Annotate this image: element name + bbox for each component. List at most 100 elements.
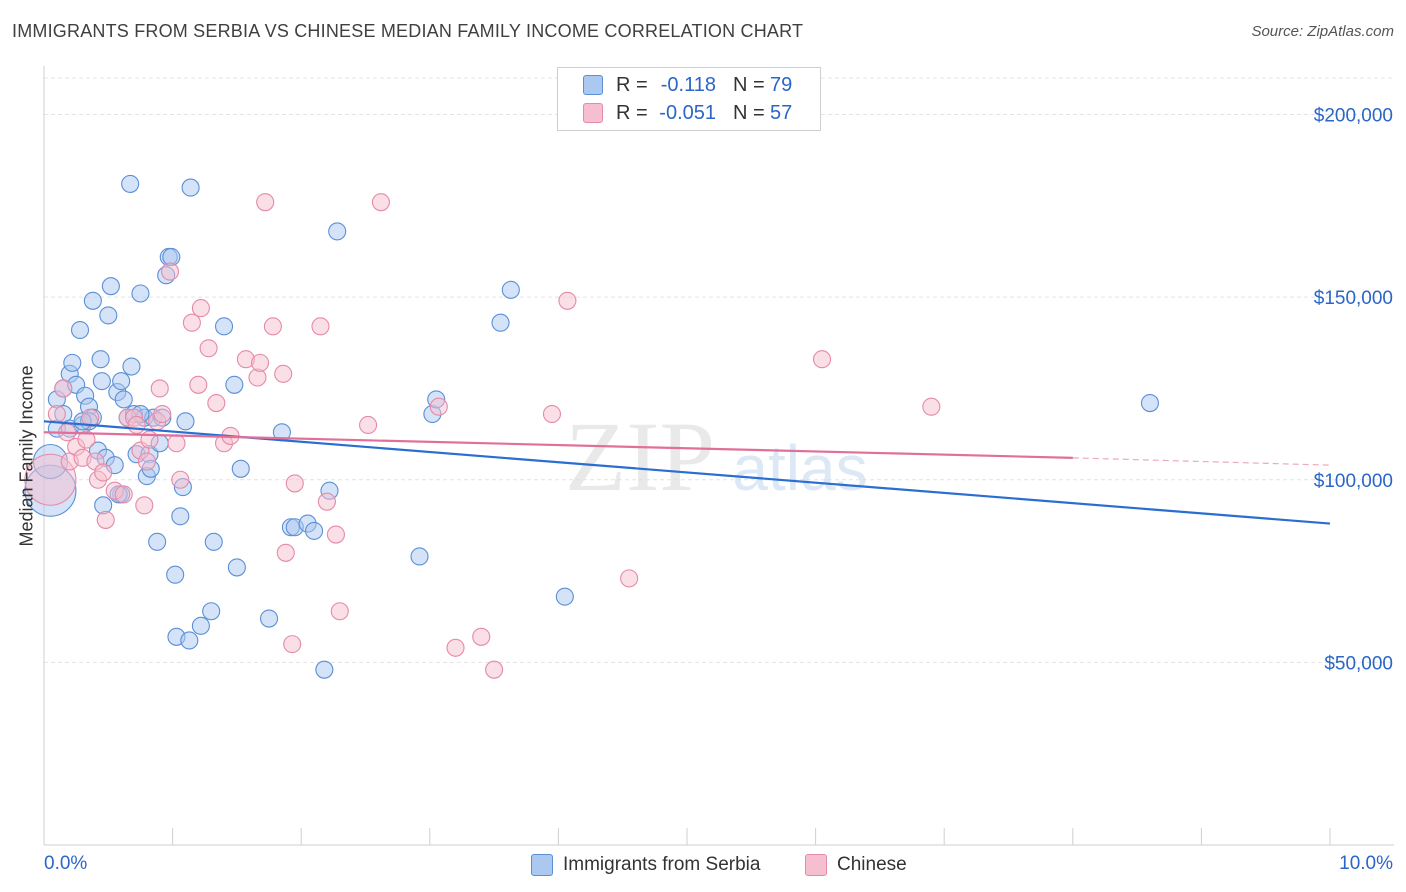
trend-lines [43,420,1331,525]
chinese-point [199,339,218,358]
serbia-point [202,602,221,621]
legend-n-value: 79 [770,73,793,96]
serbia-point [63,353,82,372]
chinese-point [207,394,226,413]
chart-title: IMMIGRANTS FROM SERBIA VS CHINESE MEDIAN… [12,21,804,41]
gridlines [44,77,1394,663]
chinese-point [326,525,345,544]
watermark: ZIP atlas [565,401,868,512]
chinese-point [182,313,201,332]
serbia-point [305,521,324,540]
legend-item-serbia[interactable]: Immigrants from Serbia [531,851,760,879]
watermark-zip: ZIP [565,401,715,512]
chinese-point [429,397,448,416]
serbia-point [166,565,185,584]
serbia-point [171,507,190,526]
chinese-point [472,627,491,646]
y-tick-labels: $50,000 $100,000 $150,000 $200,000 [1314,106,1393,675]
legend-swatch-chinese [583,103,603,123]
trend-line-chinese-extension [1072,457,1331,466]
legend-label-chinese: Chinese [837,854,907,875]
chinese-point [276,543,295,562]
chinese-point [558,291,577,310]
y-axis-label: Median Family Income [16,365,37,547]
chinese-point [485,660,504,679]
chinese-point [256,193,275,212]
serbia-point [180,631,199,650]
serbia-point [501,280,520,299]
serbia-point [148,532,167,551]
chinese-point [114,485,133,504]
serbia-point [191,616,210,635]
legend-swatch-chinese [805,854,827,876]
legend-r-label: R = [616,101,648,124]
serbia-point [131,284,150,303]
chinese-point [189,375,208,394]
chinese-point [137,452,156,471]
chinese-point [250,353,270,372]
serbia-point [315,660,334,679]
chinese-point [167,434,186,453]
legend-n-value: 57 [770,101,793,124]
chinese-point [94,463,113,482]
chinese-point [140,430,159,449]
chinese-point [127,415,146,435]
chinese-point [359,415,378,435]
chinese-point [283,635,302,654]
y-tick-label: $200,000 [1314,106,1393,127]
chinese-point [77,430,96,449]
serbia-point [410,547,429,566]
serbia-point [114,390,133,409]
serbia-point [92,372,111,391]
chinese-point [96,510,115,529]
serbia-point [204,532,223,551]
y-tick-label: $100,000 [1314,471,1393,492]
series-chinese-points [24,193,941,679]
legend-r-label: R = [616,73,648,96]
serbia-point [121,174,140,193]
chinese-point [263,317,282,336]
serbia-point [227,558,246,577]
serbia-point [99,306,118,325]
chinese-point [171,470,190,489]
chinese-point [311,317,330,336]
chinese-point [317,492,336,511]
x-tick-label: 10.0% [1339,853,1393,874]
legend-r-value: -0.118 [660,73,716,96]
chinese-point [135,496,154,515]
serbia-point [112,372,131,391]
chinese-point [371,193,390,212]
serbia-point [225,375,244,394]
legend-r-value: -0.051 [659,101,716,124]
axes [43,66,1394,846]
chinese-point [812,350,832,369]
legend-n-label: N = [733,101,765,124]
chinese-point [191,299,210,318]
serbia-point [122,357,141,376]
chinese-point [54,379,73,398]
trend-line-chinese [43,431,1073,459]
legend-swatch-serbia [531,854,553,876]
serbia-point [181,178,200,197]
chinese-point [153,404,172,424]
serbia-point [101,277,120,296]
watermark-atlas: atlas [732,432,867,504]
chinese-point [81,408,100,427]
y-tick-label: $150,000 [1314,288,1393,309]
correlation-legend: R = -0.118 N = 79 R = -0.051 N = 57 [557,67,821,131]
chinese-point [285,474,304,493]
serbia-point [328,222,347,241]
serbia-point [176,412,195,431]
legend-item-chinese[interactable]: Chinese [805,851,907,879]
series-legend: Immigrants from Serbia Chinese [0,851,1406,879]
x-tick-labels: 0.0% 10.0% [44,853,1393,874]
legend-label-serbia: Immigrants from Serbia [563,854,761,875]
legend-swatch-serbia [583,75,603,95]
legend-n-label: N = [733,73,765,96]
chinese-point [160,262,180,281]
chinese-point [542,404,562,424]
x-tick-label: 0.0% [44,853,87,874]
chinese-point [330,602,349,621]
chinese-point [620,569,639,588]
